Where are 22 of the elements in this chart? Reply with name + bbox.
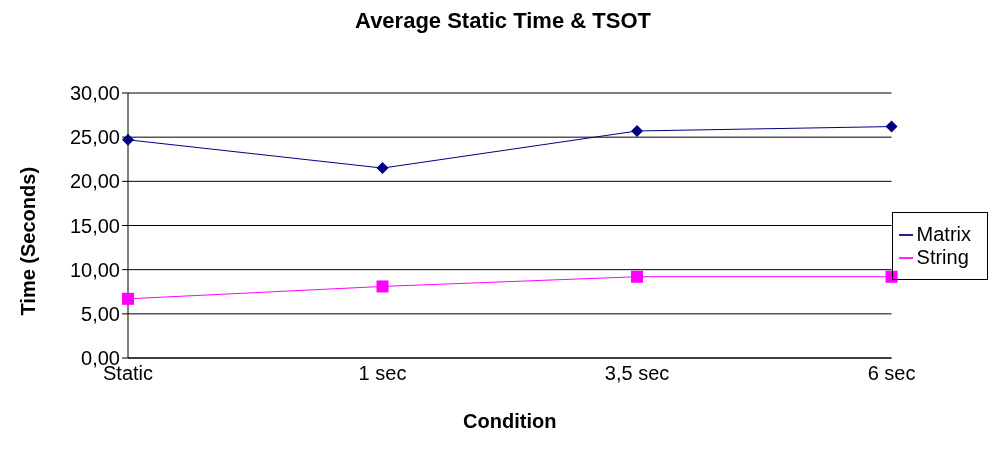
point — [122, 133, 134, 146]
y-tick-label: 10,00 — [69, 258, 120, 281]
legend-label: Matrix — [916, 222, 971, 245]
point — [631, 270, 644, 283]
point — [885, 120, 898, 133]
y-tick-label: 15,00 — [69, 214, 120, 237]
point — [376, 280, 389, 293]
chart-title: Average Static Time & TSOT — [354, 8, 652, 35]
y-tick-label: 25,00 — [69, 126, 120, 149]
y-axis-title: Time (Seconds) — [17, 166, 40, 316]
y-tick-label: 30,00 — [69, 82, 120, 105]
legend-label: String — [916, 245, 969, 268]
x-tick-label: 1 sec — [358, 362, 407, 385]
point — [376, 162, 389, 175]
x-axis-title: Condition — [463, 410, 557, 432]
point — [122, 292, 134, 305]
x-tick-label: 6 sec — [867, 362, 916, 385]
point — [631, 124, 644, 137]
x-tick-label: 3,5 sec — [604, 362, 670, 385]
y-tick-label: 20,00 — [69, 170, 120, 193]
point — [885, 270, 898, 283]
y-tick-label: 5,00 — [81, 302, 120, 325]
